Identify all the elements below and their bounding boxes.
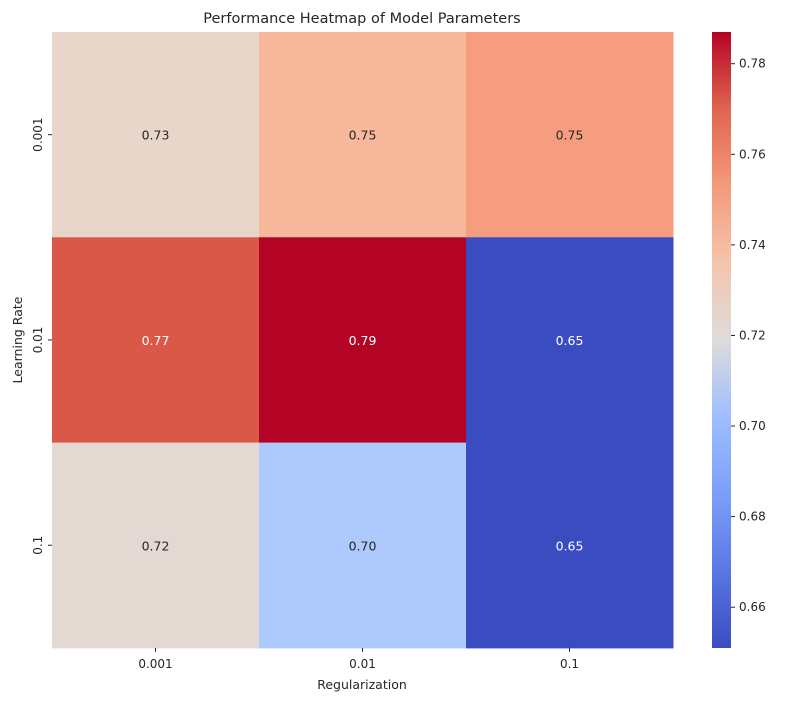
colorbar-ticks: 0.66 0.68 0.70 0.72 0.74 0.76 0.78 [731, 57, 766, 614]
cell-value-label: 0.75 [556, 128, 584, 143]
cell-value-label: 0.75 [349, 128, 377, 143]
y-tick-label: 0.01 [31, 327, 45, 354]
cell-value-label: 0.65 [556, 333, 584, 348]
heatmap-cell [466, 442, 674, 649]
cell-value-label: 0.77 [142, 333, 170, 348]
x-axis-ticks: 0.001 0.01 0.1 [138, 647, 579, 671]
heatmap-cell [466, 237, 674, 444]
colorbar-tick-label: 0.78 [739, 57, 766, 71]
colorbar [712, 32, 731, 648]
colorbar-tick-label: 0.68 [739, 510, 766, 524]
cell-value-label: 0.65 [556, 538, 584, 553]
cell-value-label: 0.73 [142, 128, 170, 143]
y-tick-label: 0.001 [31, 117, 45, 151]
x-tick-label: 0.001 [138, 657, 172, 671]
chart-title: Performance Heatmap of Model Parameters [203, 11, 520, 27]
colorbar-tick-label: 0.70 [739, 419, 766, 433]
heatmap-cell [52, 237, 260, 444]
heatmap-cell [259, 442, 467, 649]
colorbar-tick-label: 0.66 [739, 600, 766, 614]
x-tick-label: 0.01 [349, 657, 376, 671]
y-axis-ticks: 0.001 0.01 0.1 [31, 117, 52, 555]
colorbar-tick-label: 0.76 [739, 147, 766, 161]
heatmap-cell-labels: 0.73 0.75 0.75 0.77 0.79 0.65 0.72 0.70 0.65 [142, 128, 584, 554]
y-axis-label: Learning Rate [10, 296, 25, 383]
heatmap-cells [52, 32, 674, 649]
heatmap-cell [466, 32, 674, 238]
heatmap-cell [259, 237, 467, 444]
x-axis-label: Regularization [317, 677, 407, 692]
heatmap-cell [52, 32, 260, 238]
colorbar-tick-label: 0.74 [739, 238, 766, 252]
cell-value-label: 0.72 [142, 538, 170, 553]
heatmap-cell [52, 442, 260, 649]
heatmap-cell [259, 32, 467, 238]
colorbar-tick-label: 0.72 [739, 328, 766, 342]
x-tick-label: 0.1 [560, 657, 579, 671]
cell-value-label: 0.70 [349, 538, 377, 553]
cell-value-label: 0.79 [349, 333, 377, 348]
y-tick-label: 0.1 [31, 536, 45, 555]
